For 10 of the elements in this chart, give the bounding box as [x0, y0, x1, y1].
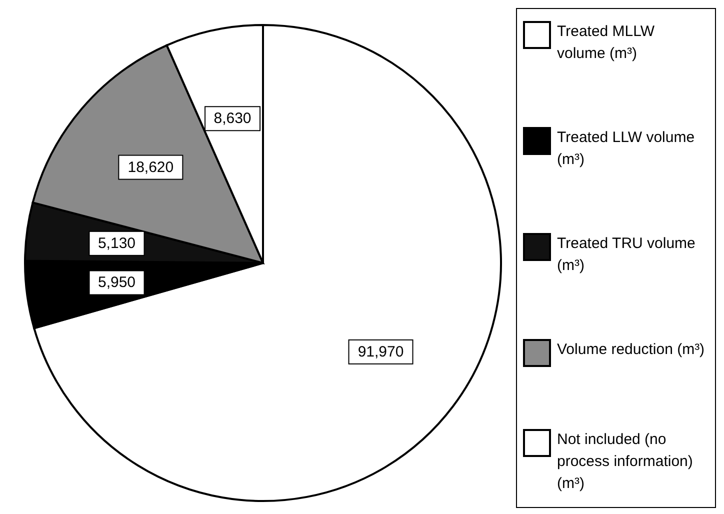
data-label: 8,630	[214, 110, 252, 128]
data-label: 5,950	[98, 274, 136, 292]
legend-label: Volume reduction (m³)	[557, 340, 706, 360]
legend-label: Treated MLLW volume (m³)	[557, 22, 656, 64]
legend-label: Treated TRU volume (m³)	[557, 234, 696, 276]
legend-label: Not included (no process information) (m³)	[557, 430, 694, 494]
data-label: 91,970	[358, 343, 404, 360]
data-label: 18,620	[128, 158, 174, 176]
data-label: 5,130	[98, 234, 136, 252]
legend-label: Treated LLW volume (m³)	[557, 128, 696, 170]
